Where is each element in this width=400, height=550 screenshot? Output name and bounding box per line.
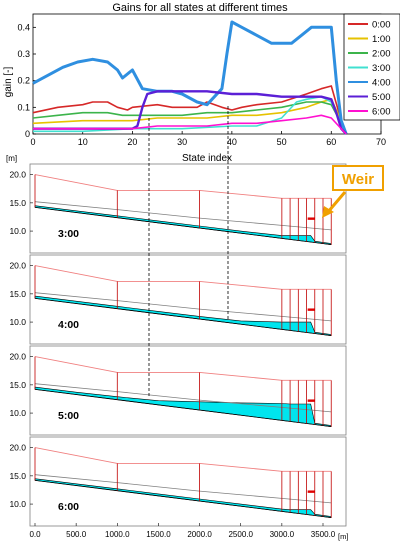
panel-y-tick-label: 10.0 [9, 408, 26, 418]
legend-label: 3:00 [372, 63, 391, 74]
time-label: 6:00 [58, 501, 79, 513]
panel-y-tick-label: 10.0 [9, 499, 26, 509]
weir-callout: Weir [322, 165, 384, 218]
profile-panel-500: 10.0 15.0 20.0 5:00 [9, 345, 347, 436]
gains-legend: 0:00 1:00 2:00 3:00 4:00 5:00 6:00 [343, 13, 400, 121]
legend-label: 2:00 [372, 49, 391, 60]
gains-x-tick-label: 60 [326, 137, 336, 147]
gains-x-tick-label: 40 [227, 137, 237, 147]
profile-panel-300: 10.0 15.0 20.0 3:00 [9, 163, 347, 254]
profile-x-tick-label: 500.0 [66, 530, 87, 539]
bank-top-line [34, 447, 332, 472]
series-line-500 [33, 90, 348, 135]
gains-y-tick-label: 0.2 [17, 76, 30, 86]
panel-y-tick-label: 20.0 [9, 443, 26, 453]
bank-top-line [34, 174, 332, 199]
profile-panels: 10.0 15.0 20.0 3:00 10.0 15.0 20.0 4:00 10.0 15.0… [9, 163, 347, 527]
gains-x-tick-label: 0 [30, 137, 35, 147]
gains-plot-frame [32, 13, 382, 135]
series-line-400 [32, 20, 348, 135]
panel-y-tick-label: 10.0 [9, 317, 26, 327]
legend-label: 4:00 [372, 78, 391, 89]
legend-label: 1:00 [372, 34, 391, 45]
profile-panel-600: 10.0 15.0 20.0 6:00 [9, 436, 347, 527]
series-line-600 [33, 114, 347, 135]
legend-label: 0:00 [372, 20, 391, 31]
panel-y-tick-label: 20.0 [9, 170, 26, 180]
gains-x-tick-label: 10 [78, 137, 88, 147]
panel-y-tick-label: 15.0 [9, 289, 26, 299]
panel-y-tick-label: 15.0 [9, 471, 26, 481]
weir-label-box [332, 165, 384, 191]
guide-lines [148, 106, 229, 398]
gains-y-tick-label: 0.4 [17, 22, 30, 32]
series-line-000 [32, 85, 347, 135]
profile-x-tick-label: 3000.0 [270, 530, 295, 539]
panel-y-tick-label: 15.0 [9, 198, 26, 208]
profile-x-tick-label: 3500.0 [311, 530, 336, 539]
series-line-200 [32, 101, 347, 135]
gains-series [32, 20, 348, 135]
gains-x-tick-label: 30 [177, 137, 187, 147]
gains-y-tick-label: 0.1 [17, 102, 30, 112]
profile-panel-400: 10.0 15.0 20.0 4:00 [9, 254, 347, 345]
profile-x-tick-label: 0.0 [29, 530, 41, 539]
profile-chart: [m] 10.015.020.03:0010.015.020.04:0010.0… [6, 106, 384, 541]
bank-top-line [34, 356, 332, 381]
gains-chart-title: Gains for all states at different times [112, 2, 288, 14]
time-label: 4:00 [58, 319, 79, 331]
profile-unit-label: [m] [6, 154, 17, 163]
panel-y-tick-label: 20.0 [9, 261, 26, 271]
legend-label: 5:00 [372, 92, 391, 103]
gains-x-axis-label: State index [182, 153, 232, 164]
profile-x-tick-label: 1500.0 [146, 530, 171, 539]
profile-x-axis: 0.0 500.0 1000.0 1500.0 2000.0 2500.0 3000.0 35… [29, 523, 348, 541]
profile-x-unit: [m] [338, 532, 348, 541]
profile-x-tick-label: 2500.0 [228, 530, 253, 539]
panel-y-tick-label: 10.0 [9, 226, 26, 236]
profile-x-tick-label: 2000.0 [187, 530, 212, 539]
weir-label: Weir [342, 171, 374, 188]
time-label: 3:00 [58, 228, 79, 240]
gains-x-tick-label: 50 [277, 137, 287, 147]
time-label: 5:00 [58, 410, 79, 422]
gains-y-tick-label: 0.3 [17, 49, 30, 59]
gains-axes: 0 10 20 30 40 50 60 70 0 0.1 0.2 0.3 0.4 [17, 22, 386, 147]
gains-y-tick-label: 0 [25, 129, 30, 139]
gains-x-tick-label: 70 [376, 137, 386, 147]
bank-top-line [34, 265, 332, 290]
weir-arrow-shaft [326, 191, 347, 213]
gains-x-tick-label: 20 [127, 137, 137, 147]
panel-y-tick-label: 15.0 [9, 380, 26, 390]
profile-x-tick-label: 1000.0 [105, 530, 130, 539]
gains-y-axis-label: gain [-] [3, 66, 14, 97]
panel-y-tick-label: 20.0 [9, 352, 26, 362]
legend-label: 6:00 [372, 107, 391, 118]
weir-arrow-head [322, 206, 334, 218]
gains-chart: Gains for all states at different times … [3, 2, 400, 164]
